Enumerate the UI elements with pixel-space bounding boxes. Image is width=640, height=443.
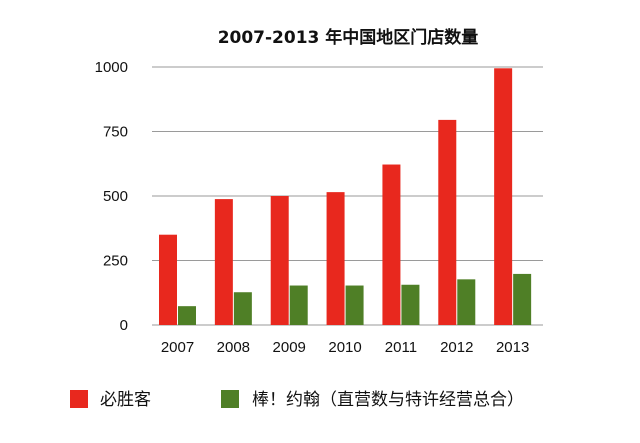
bar-pizza-hut bbox=[214, 199, 233, 325]
bar-papa-johns bbox=[233, 292, 252, 325]
bar-papa-johns bbox=[457, 279, 476, 325]
x-tick-label: 2010 bbox=[328, 339, 361, 356]
legend-label-pizza-hut: 必胜客 bbox=[100, 390, 151, 410]
bar-pizza-hut bbox=[326, 192, 345, 325]
bar-pizza-hut bbox=[494, 68, 513, 325]
legend-swatch-papa-johns bbox=[221, 390, 239, 408]
x-tick-label: 2013 bbox=[496, 339, 529, 356]
y-tick-label: 250 bbox=[103, 253, 128, 270]
y-tick-label: 750 bbox=[103, 124, 128, 141]
y-axis-ticks: 0 250 500 750 1000 bbox=[95, 59, 128, 334]
chart-title: 2007-2013 年中国地区门店数量 bbox=[218, 27, 479, 48]
bar-papa-johns bbox=[289, 285, 308, 325]
x-tick-label: 2008 bbox=[217, 339, 250, 356]
legend-swatch-pizza-hut bbox=[70, 390, 88, 408]
bar-papa-johns bbox=[401, 284, 420, 325]
bar-papa-johns bbox=[513, 273, 532, 325]
x-axis-ticks: 2007 2008 2009 2010 2011 2012 2013 bbox=[161, 339, 530, 356]
y-tick-label: 1000 bbox=[95, 59, 128, 76]
bar-papa-johns bbox=[345, 285, 364, 325]
y-tick-label: 500 bbox=[103, 188, 128, 205]
bar-pizza-hut bbox=[382, 164, 401, 325]
legend-label-papa-johns: 棒！约翰（直营数与特许经营总合） bbox=[252, 390, 524, 410]
x-tick-label: 2007 bbox=[161, 339, 194, 356]
bar-pizza-hut bbox=[270, 196, 289, 325]
x-tick-label: 2012 bbox=[440, 339, 473, 356]
x-tick-label: 2011 bbox=[385, 339, 417, 356]
bars bbox=[159, 68, 532, 325]
bar-papa-johns bbox=[178, 306, 196, 325]
x-tick-label: 2009 bbox=[273, 339, 306, 356]
legend: 必胜客 棒！约翰（直营数与特许经营总合） bbox=[70, 390, 524, 410]
bar-pizza-hut bbox=[438, 119, 457, 325]
bar-pizza-hut bbox=[159, 234, 177, 325]
y-tick-label: 0 bbox=[120, 317, 128, 334]
